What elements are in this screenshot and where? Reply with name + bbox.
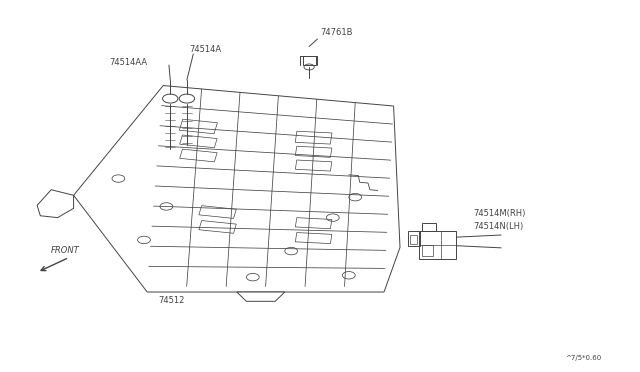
Polygon shape [296, 160, 332, 171]
Polygon shape [37, 190, 74, 218]
Polygon shape [179, 119, 218, 134]
Polygon shape [199, 221, 236, 233]
Bar [410, 235, 417, 244]
Text: 74514M(RH): 74514M(RH) [474, 209, 526, 218]
Text: 74514A: 74514A [189, 45, 221, 54]
Polygon shape [180, 149, 217, 162]
Polygon shape [237, 292, 285, 301]
Text: 74514N(LH): 74514N(LH) [474, 222, 524, 231]
Bar [422, 245, 433, 256]
Text: FRONT: FRONT [51, 246, 80, 255]
Polygon shape [74, 86, 400, 292]
Polygon shape [296, 218, 332, 229]
Bar [408, 231, 420, 246]
Polygon shape [296, 146, 332, 157]
Polygon shape [295, 131, 332, 144]
Text: 74514AA: 74514AA [109, 58, 147, 67]
Text: 74761B: 74761B [320, 28, 353, 37]
Text: 74512: 74512 [159, 296, 185, 305]
Bar [422, 222, 436, 231]
Polygon shape [180, 135, 217, 148]
Bar [303, 56, 316, 65]
Bar [419, 231, 456, 259]
Polygon shape [199, 206, 236, 218]
Text: ^7/5*0.60: ^7/5*0.60 [565, 355, 602, 361]
Polygon shape [296, 232, 332, 244]
